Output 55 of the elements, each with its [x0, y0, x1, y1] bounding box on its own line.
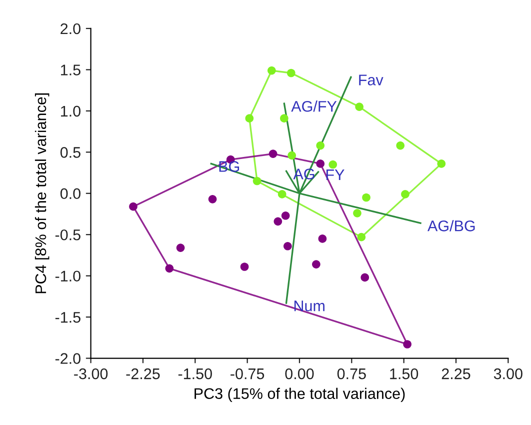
x-tick-label: 0.75 [337, 368, 366, 380]
point [278, 190, 286, 198]
point [362, 193, 370, 202]
point [240, 262, 249, 271]
annotation: Num [294, 300, 324, 312]
point [283, 242, 292, 250]
x-tick-label: 3.00 [494, 368, 522, 380]
point [288, 151, 296, 160]
point [396, 141, 405, 150]
y-tick-label: 1.5 [61, 64, 80, 76]
point [328, 160, 338, 169]
annotation: AG/FY [291, 100, 337, 112]
point [401, 190, 410, 198]
point [165, 264, 174, 273]
x-tick-label: 0.00 [285, 368, 314, 380]
y-tick-label: -0.5 [55, 229, 80, 240]
y-tick-label: 1.0 [61, 106, 80, 117]
y-tick-label: 2.0 [60, 23, 80, 34]
point [268, 150, 278, 158]
y-tick-label: -1.5 [55, 312, 80, 323]
point [355, 102, 364, 111]
y-tick-label: -1.0 [55, 270, 80, 282]
point [267, 66, 276, 75]
point [316, 141, 325, 150]
point [176, 244, 185, 252]
x-axis-title: PC3 (15% of the total variance) [194, 388, 405, 402]
x-tick-label: 2.25 [442, 368, 470, 380]
point [437, 160, 446, 168]
y-tick-label: -2.0 [55, 353, 80, 364]
y-tick-label: 0.0 [60, 188, 80, 200]
point [316, 160, 325, 168]
x-tick-label: -1.50 [178, 368, 212, 380]
point [403, 340, 412, 348]
point [208, 194, 217, 204]
x-tick-label: 1.50 [390, 368, 418, 380]
x-tick-label: -0.75 [230, 368, 264, 380]
annotation: FY [326, 170, 344, 180]
point [245, 114, 254, 123]
point [274, 217, 282, 226]
point [252, 176, 262, 186]
annotation: Fav [359, 74, 384, 86]
point [353, 208, 362, 218]
point [318, 234, 327, 243]
point [286, 68, 296, 78]
point [129, 202, 138, 211]
point [280, 114, 288, 123]
point [360, 273, 370, 282]
y-axis-title: PC4 [8% of the total variance] [34, 93, 50, 294]
point [281, 211, 290, 220]
x-tick-label: -2.25 [126, 368, 160, 380]
point [357, 232, 366, 242]
x-tick-label: -3.00 [74, 368, 108, 380]
point [312, 260, 320, 268]
y-tick-label: 0.5 [60, 147, 80, 158]
annotation: AG/BG [427, 220, 475, 232]
